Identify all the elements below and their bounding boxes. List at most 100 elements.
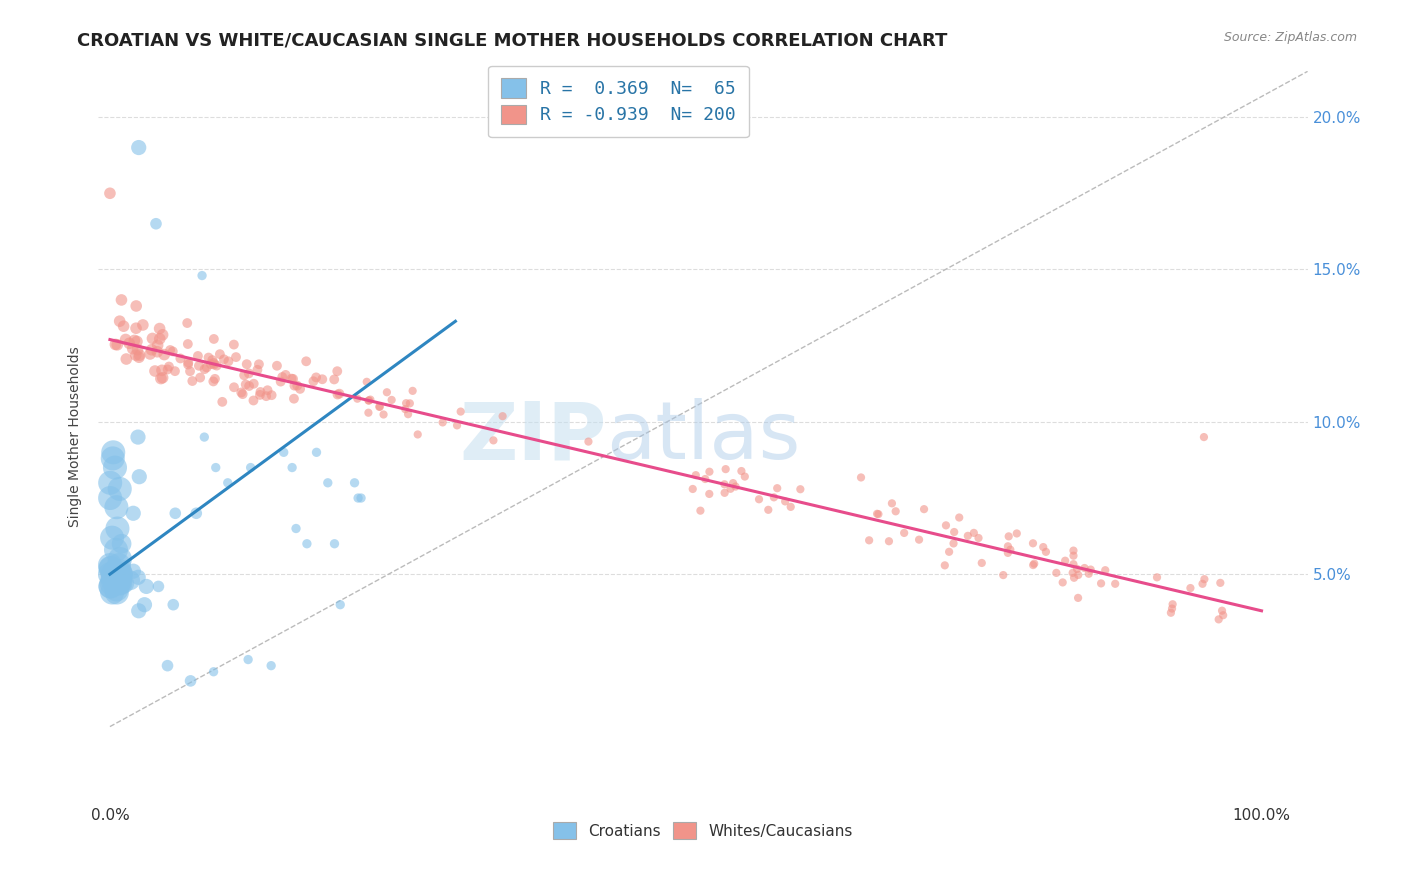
Point bbox=[395, 396, 418, 410]
Point bbox=[103, 445, 125, 459]
Point bbox=[110, 293, 132, 307]
Point bbox=[730, 464, 752, 478]
Point bbox=[779, 500, 801, 514]
Point bbox=[357, 406, 380, 420]
Point bbox=[104, 564, 127, 578]
Point bbox=[714, 462, 737, 476]
Text: atlas: atlas bbox=[606, 398, 800, 476]
Point bbox=[101, 451, 124, 466]
Point bbox=[152, 327, 174, 342]
Point bbox=[98, 567, 121, 582]
Point bbox=[100, 579, 122, 593]
Point bbox=[195, 360, 218, 375]
Point bbox=[233, 368, 256, 383]
Point bbox=[108, 552, 131, 566]
Point bbox=[238, 367, 260, 381]
Point bbox=[177, 355, 200, 369]
Point bbox=[368, 400, 391, 414]
Point bbox=[193, 362, 215, 376]
Point bbox=[110, 576, 132, 591]
Point bbox=[179, 364, 201, 378]
Point bbox=[357, 393, 380, 408]
Point bbox=[359, 392, 381, 407]
Point bbox=[295, 354, 318, 368]
Point bbox=[197, 351, 219, 365]
Point bbox=[122, 564, 145, 578]
Point bbox=[762, 491, 785, 505]
Point bbox=[283, 378, 305, 392]
Point bbox=[114, 333, 136, 347]
Point bbox=[127, 570, 149, 584]
Point bbox=[1073, 561, 1095, 575]
Point bbox=[1062, 543, 1084, 558]
Point bbox=[217, 475, 239, 490]
Point bbox=[187, 359, 209, 373]
Point bbox=[125, 321, 148, 335]
Point bbox=[482, 434, 505, 448]
Point bbox=[271, 370, 294, 384]
Point bbox=[1211, 604, 1233, 618]
Point bbox=[260, 388, 283, 402]
Point bbox=[1090, 576, 1112, 591]
Point bbox=[280, 371, 302, 385]
Point bbox=[128, 348, 150, 362]
Point bbox=[239, 460, 262, 475]
Point bbox=[105, 542, 128, 557]
Point bbox=[134, 598, 156, 612]
Point bbox=[103, 570, 125, 584]
Text: Source: ZipAtlas.com: Source: ZipAtlas.com bbox=[1223, 31, 1357, 45]
Point bbox=[323, 372, 346, 386]
Point bbox=[238, 379, 260, 393]
Point bbox=[217, 354, 239, 368]
Point bbox=[125, 334, 148, 349]
Point bbox=[956, 529, 979, 543]
Point bbox=[326, 387, 349, 401]
Point bbox=[997, 539, 1019, 553]
Point bbox=[880, 496, 903, 510]
Point bbox=[270, 375, 292, 389]
Point bbox=[111, 567, 134, 582]
Point bbox=[256, 383, 278, 397]
Point bbox=[1104, 576, 1126, 591]
Point bbox=[177, 358, 200, 372]
Point bbox=[162, 344, 184, 359]
Point bbox=[157, 359, 180, 374]
Point bbox=[156, 658, 179, 673]
Y-axis label: Single Mother Households: Single Mother Households bbox=[69, 347, 83, 527]
Point bbox=[326, 364, 349, 378]
Point bbox=[893, 525, 915, 540]
Point bbox=[967, 531, 990, 545]
Point bbox=[128, 604, 150, 618]
Point bbox=[1067, 568, 1090, 582]
Point bbox=[695, 472, 717, 486]
Point bbox=[942, 536, 965, 550]
Point bbox=[146, 338, 169, 352]
Point bbox=[177, 337, 200, 351]
Point bbox=[295, 537, 318, 551]
Point bbox=[152, 370, 174, 384]
Legend: Croatians, Whites/Caucasians: Croatians, Whites/Caucasians bbox=[546, 814, 860, 847]
Point bbox=[288, 382, 311, 396]
Point bbox=[343, 475, 366, 490]
Point bbox=[1000, 542, 1022, 557]
Point bbox=[1212, 608, 1234, 623]
Point bbox=[283, 392, 305, 406]
Point bbox=[329, 598, 352, 612]
Point bbox=[108, 558, 131, 573]
Point bbox=[122, 506, 145, 520]
Point bbox=[135, 579, 157, 593]
Point bbox=[146, 344, 169, 359]
Point bbox=[1194, 572, 1216, 586]
Point bbox=[200, 357, 222, 371]
Point bbox=[254, 389, 277, 403]
Point bbox=[1161, 601, 1184, 615]
Point bbox=[222, 337, 245, 351]
Point bbox=[1045, 566, 1067, 580]
Point bbox=[115, 351, 138, 366]
Point bbox=[350, 491, 373, 505]
Point bbox=[446, 418, 468, 433]
Point bbox=[188, 370, 211, 384]
Point bbox=[225, 350, 247, 364]
Point bbox=[1054, 554, 1077, 568]
Point bbox=[143, 364, 166, 378]
